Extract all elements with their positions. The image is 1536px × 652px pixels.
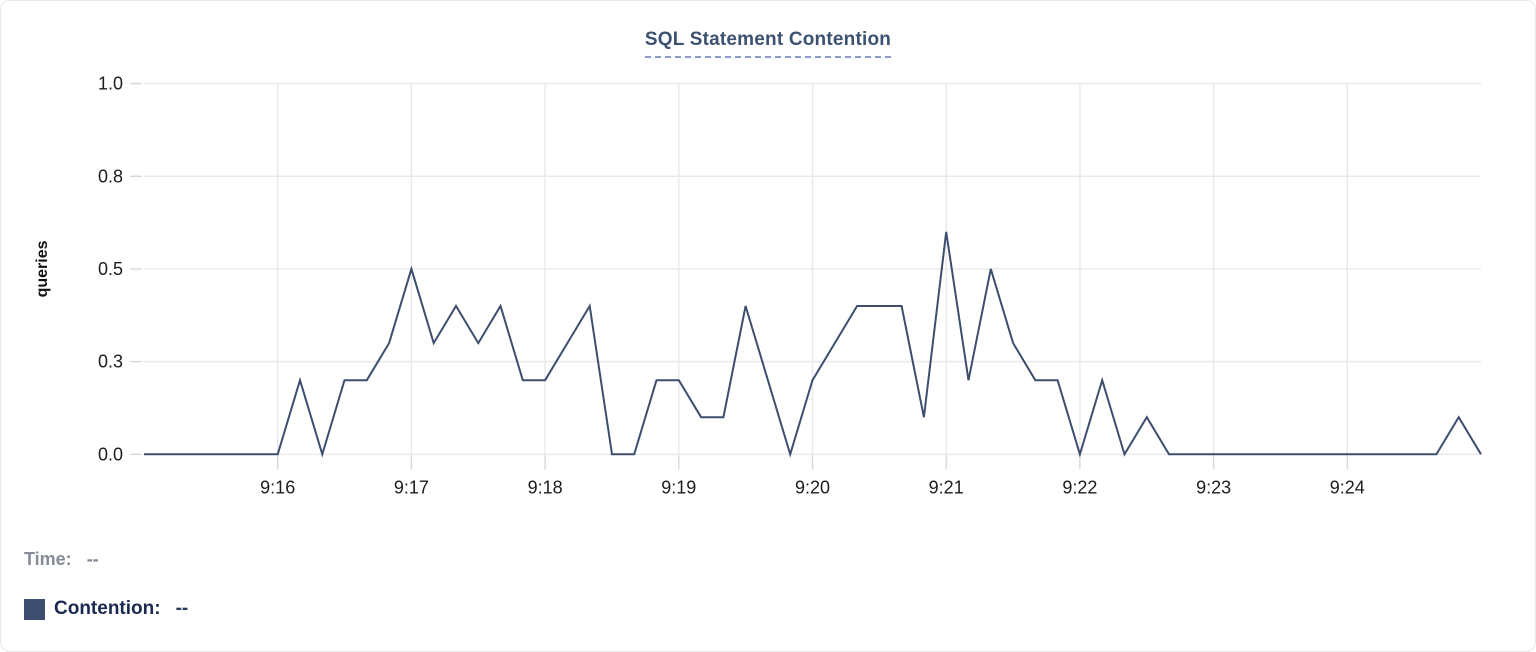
plot-hover-area[interactable] — [144, 84, 1481, 455]
x-tick-label: 9:20 — [795, 477, 830, 497]
legend-contention-label: Contention: — [54, 598, 161, 619]
x-tick-label: 9:22 — [1062, 477, 1097, 497]
x-tick-label: 9:23 — [1196, 477, 1231, 497]
x-tick-label: 9:17 — [394, 477, 429, 497]
y-tick-label: 0.5 — [98, 259, 123, 279]
x-tick-label: 9:16 — [260, 477, 295, 497]
contention-series-line — [144, 231, 1482, 458]
x-tick-label: 9:21 — [929, 477, 964, 497]
contention-series-swatch — [24, 598, 45, 620]
legend-time-label: Time: — [24, 548, 72, 569]
y-tick-label: 1.0 — [98, 74, 123, 94]
y-tick-label: 0.0 — [98, 444, 123, 464]
y-tick-label: 0.3 — [98, 352, 123, 372]
y-axis-label: queries — [34, 240, 51, 297]
chart-title-wrap: SQL Statement Contention — [1, 29, 1535, 58]
legend-contention-row: Contention: -- — [24, 595, 188, 623]
legend-time-row: Time: -- — [24, 545, 188, 573]
legend-time-value: -- — [86, 548, 99, 569]
x-tick-label: 9:18 — [528, 477, 563, 497]
y-tick-label: 0.8 — [98, 166, 123, 186]
x-tick-label: 9:24 — [1330, 477, 1365, 497]
legend-contention-value: -- — [175, 598, 189, 619]
chart-legend: Time: -- Contention: -- — [24, 545, 188, 623]
chart-title[interactable]: SQL Statement Contention — [644, 29, 892, 58]
x-tick-label: 9:19 — [661, 477, 696, 497]
